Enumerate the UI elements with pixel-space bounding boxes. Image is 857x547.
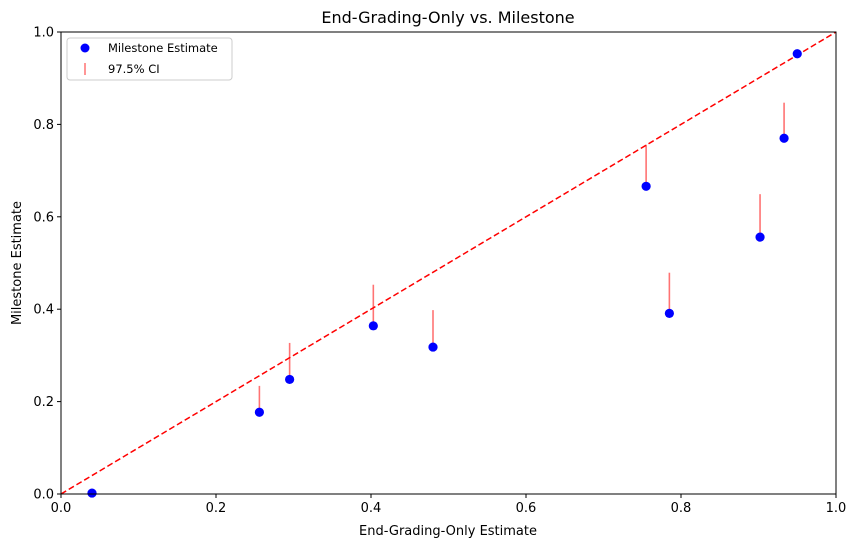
y-tick-label: 0.2: [33, 395, 54, 410]
legend-label-milestone: Milestone Estimate: [108, 41, 218, 55]
legend-label-ci: 97.5% CI: [108, 62, 160, 76]
legend-box: [66, 37, 233, 81]
data-point: [664, 308, 674, 318]
x-tick-label: 0.0: [51, 501, 72, 516]
x-axis-title: End-Grading-Only Estimate: [359, 524, 537, 539]
data-point: [368, 321, 378, 331]
plot-area: 0.0 0.2 0.4 0.6 0.8 1.0 0.0 0.2 0.4 0.6 0.8 1.0: [33, 26, 846, 517]
data-point: [755, 232, 765, 242]
plot-frame: [60, 31, 837, 495]
data-point: [285, 374, 295, 385]
data-point: [428, 342, 438, 352]
y-axis-title: Milestone Estimate: [10, 201, 25, 325]
chart-title: End-Grading-Only vs. Milestone: [321, 8, 574, 27]
y-tick-label: 0.0: [33, 488, 54, 503]
legend-marker-milestone: [80, 43, 90, 53]
x-tick-label: 0.6: [516, 501, 537, 516]
x-tick-label: 0.4: [361, 501, 382, 516]
data-point: [87, 488, 97, 498]
x-tick-label: 0.8: [671, 501, 692, 516]
data-point: [779, 133, 789, 143]
x-tick-label: 0.2: [206, 501, 227, 516]
y-tick-label: 0.8: [33, 118, 54, 133]
y-tick-label: 0.4: [33, 303, 54, 318]
data-point: [254, 407, 264, 417]
data-point: [641, 181, 651, 191]
y-tick-label: 1.0: [33, 26, 54, 41]
legend: Milestone Estimate 97.5% CI: [66, 37, 233, 81]
x-tick-label: 1.0: [826, 501, 847, 516]
y-tick-label: 0.6: [33, 210, 54, 225]
reference-line: [60, 31, 837, 495]
data-point: [792, 49, 802, 59]
